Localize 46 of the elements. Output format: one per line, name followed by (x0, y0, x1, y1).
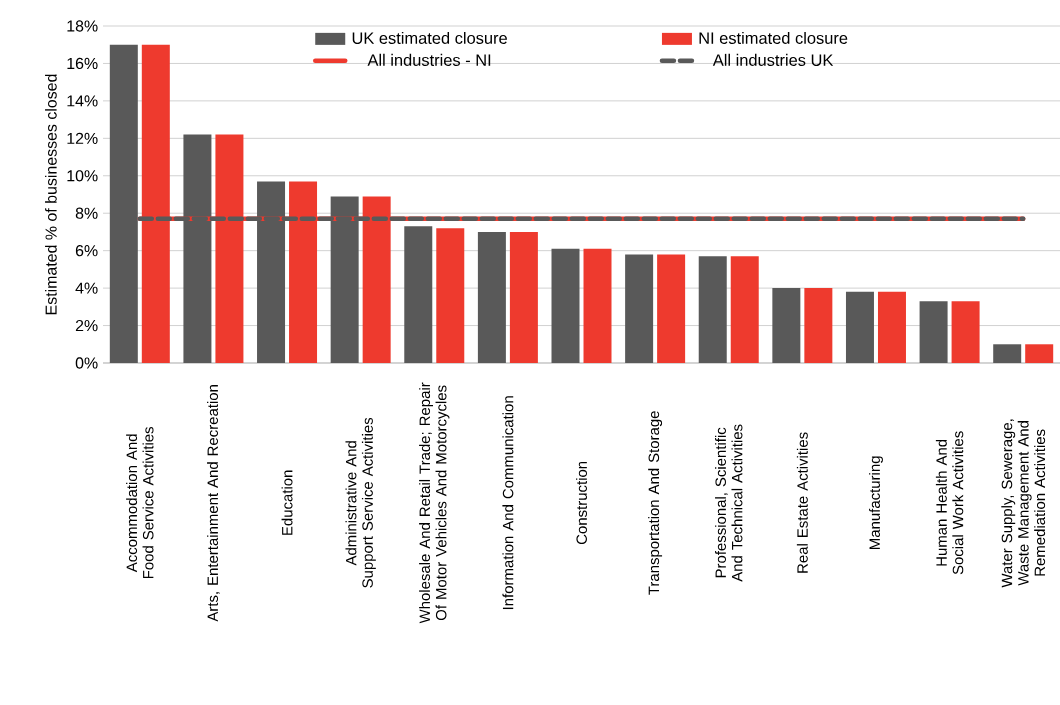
bar (551, 248, 580, 363)
x-tick-label: Education (281, 470, 293, 535)
x-tick-label: Water Supply, Sewerage, Waste Management And Remediation Activities (1001, 419, 1046, 588)
bar (625, 254, 654, 363)
bar (919, 301, 948, 363)
bar (951, 301, 980, 363)
x-tick-label: Real Estate Activities (796, 432, 808, 573)
legend-label: UK estimated closure (352, 31, 507, 44)
bar (877, 291, 906, 363)
y-tick-label: 0% (75, 357, 98, 369)
x-tick-label: Professional, Scientific And Technical Activities (715, 424, 743, 582)
legend-label: NI estimated closure (699, 31, 848, 44)
y-tick-label: 6% (75, 245, 98, 257)
y-tick-label: 16% (67, 57, 98, 70)
bar (993, 344, 1022, 363)
x-tick-label: Administrative And Support Service Activities (345, 417, 376, 588)
legend-label: All industries - NI (367, 53, 491, 66)
x-tick-label: Construction (576, 461, 587, 545)
bar (436, 228, 465, 363)
x-tick-label: Transportation And Storage (648, 411, 663, 595)
x-tick-label: Arts, Entertainment And Recreation (207, 385, 220, 622)
bar (804, 288, 833, 363)
x-tick-label: Human Health And Social Work Activities (935, 431, 964, 575)
y-tick-label: 4% (75, 282, 98, 294)
bar (657, 254, 686, 363)
bar (698, 256, 727, 363)
bar (477, 231, 506, 363)
bar (772, 288, 801, 363)
y-tick-label: 10% (67, 170, 98, 182)
bar (583, 248, 612, 363)
x-tick-label: Information And Communication (502, 396, 514, 610)
y-tick-label: 2% (75, 319, 98, 332)
y-tick-label: 8% (75, 207, 98, 219)
y-axis-title: Estimated % of businesses closed (45, 74, 57, 315)
y-tick-label: 18% (67, 20, 98, 32)
bar (509, 231, 538, 363)
x-tick-label: Manufacturing (869, 456, 883, 549)
x-tick-label: Wholesale And Retail Trade; Repair Of Motor Vehicles And Motorcycles (419, 382, 450, 624)
bar (404, 226, 433, 363)
y-tick-label: 12% (67, 132, 98, 144)
bar (730, 256, 759, 363)
y-tick-label: 14% (67, 95, 98, 107)
bar (845, 291, 874, 363)
x-tick-label: Accommodation And Food Service Activities (126, 427, 154, 579)
legend-label: All industries UK (712, 53, 834, 66)
bar (1025, 344, 1054, 363)
